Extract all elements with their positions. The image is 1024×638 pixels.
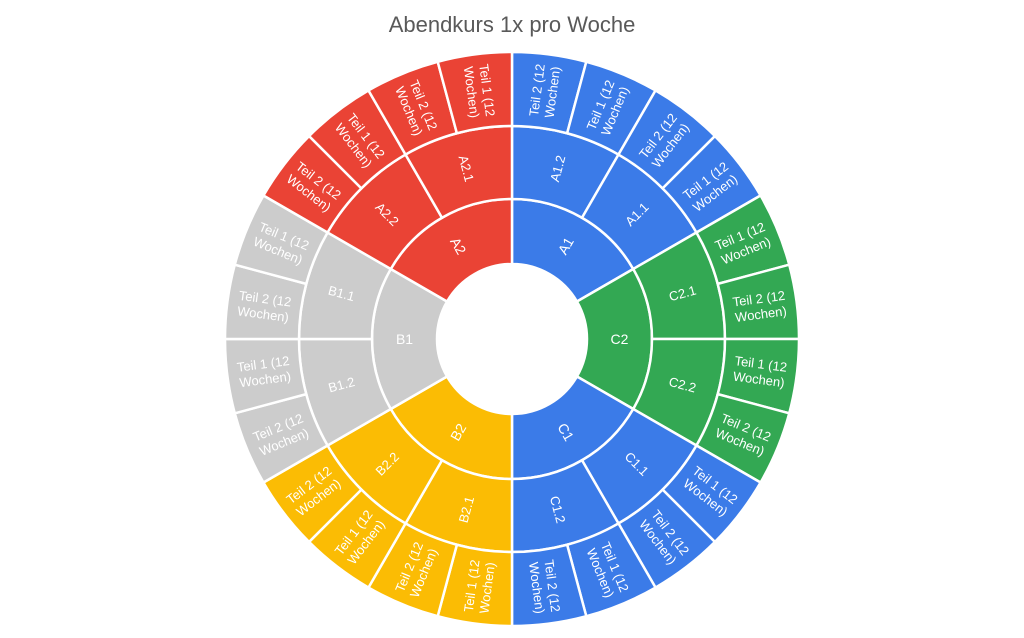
seg-b1-label: B1: [396, 331, 413, 347]
seg-b1-2-teil-1-label: Teil 1 (12Wochen): [236, 353, 292, 390]
seg-b1-1-teil-2-label: Teil 2 (12Wochen): [236, 288, 292, 325]
seg-c1-label: C1: [554, 420, 577, 444]
seg-b1-1-label: B1.1: [327, 283, 357, 304]
seg-a1-2-label: A1.2: [547, 154, 568, 184]
seg-a2-label: A2: [447, 234, 470, 257]
seg-b2-1-label: B2.1: [456, 495, 477, 525]
seg-a2-1-teil-1-segment: [436, 50, 514, 135]
chart-title: Abendkurs 1x pro Woche: [388, 12, 636, 37]
seg-c2-2-label: C2.2: [667, 374, 697, 396]
seg-c1-2-label: C1.2: [547, 494, 569, 524]
seg-a1-label: A1: [554, 234, 577, 257]
seg-b2-label: B2: [447, 420, 470, 443]
seg-c2-2-teil-1-label: Teil 1 (12Wochen): [732, 353, 788, 390]
seg-b2-1-teil-1-label: Teil 1 (12Wochen): [461, 559, 498, 615]
seg-a2-1-label: A2.1: [456, 154, 477, 184]
seg-c2-1-teil-2-label: Teil 2 (12Wochen): [732, 288, 788, 325]
seg-b1-2-label: B1.2: [327, 374, 357, 395]
seg-c1-2-teil-2-label: Teil 2 (12Wochen): [526, 559, 563, 615]
seg-a2-1-teil-1-label: Teil 1 (12Wochen): [461, 63, 498, 119]
seg-c2-label: C2: [611, 331, 629, 347]
seg-c2-1-label: C2.1: [667, 283, 697, 305]
seg-a1-2-teil-2-label: Teil 2 (12Wochen): [526, 63, 563, 119]
